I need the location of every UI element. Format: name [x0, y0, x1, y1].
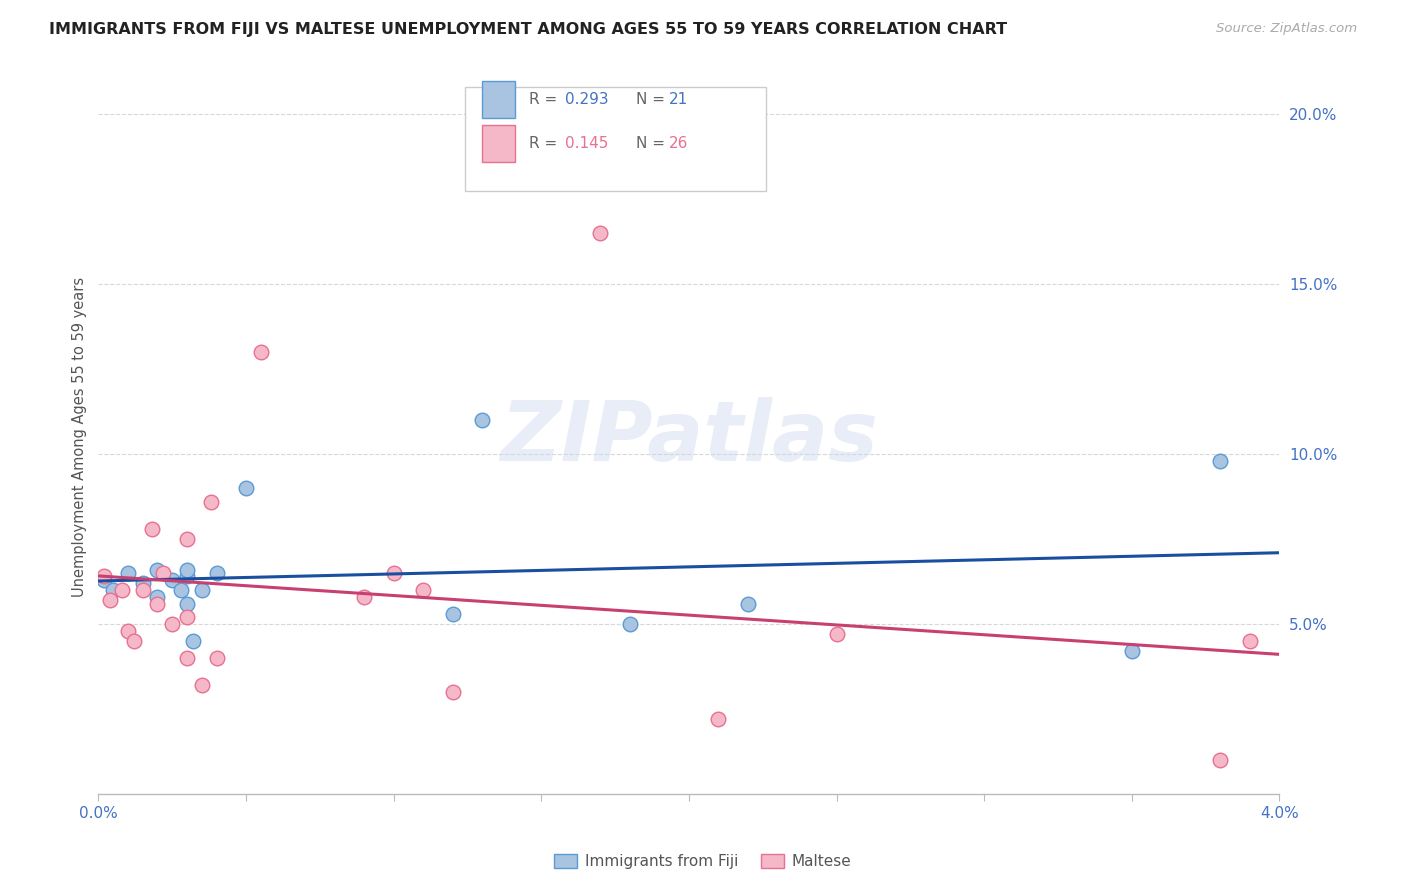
Point — [1239, 634, 1261, 648]
Y-axis label: Unemployment Among Ages 55 to 59 years: Unemployment Among Ages 55 to 59 years — [72, 277, 87, 597]
Point — [825, 627, 848, 641]
FancyBboxPatch shape — [482, 125, 516, 162]
FancyBboxPatch shape — [464, 87, 766, 191]
Text: N =: N = — [636, 92, 669, 107]
Point — [146, 563, 169, 577]
Point — [176, 569, 198, 583]
Point — [162, 573, 183, 587]
Text: 26: 26 — [669, 136, 689, 152]
Point — [1121, 644, 1143, 658]
Point — [132, 582, 155, 597]
Point — [162, 617, 183, 632]
Point — [382, 566, 405, 580]
Point — [737, 597, 759, 611]
Point — [191, 678, 214, 692]
Point — [176, 532, 198, 546]
Point — [176, 651, 198, 665]
Text: R =: R = — [530, 136, 562, 152]
Text: 0.145: 0.145 — [565, 136, 609, 152]
Point — [1209, 454, 1232, 468]
Point — [98, 593, 121, 607]
Point — [1209, 753, 1232, 767]
FancyBboxPatch shape — [482, 81, 516, 118]
Point — [93, 569, 115, 583]
Point — [205, 566, 228, 580]
Point — [412, 582, 434, 597]
Point — [619, 617, 641, 632]
Text: ZIPatlas: ZIPatlas — [501, 397, 877, 477]
Point — [170, 582, 193, 597]
Point — [235, 481, 257, 495]
Point — [191, 582, 214, 597]
Point — [93, 573, 115, 587]
Point — [146, 597, 169, 611]
Point — [103, 582, 125, 597]
Point — [141, 522, 163, 536]
Point — [471, 413, 494, 427]
Legend: Immigrants from Fiji, Maltese: Immigrants from Fiji, Maltese — [548, 848, 858, 875]
Point — [132, 576, 155, 591]
Point — [441, 607, 464, 621]
Point — [117, 566, 139, 580]
Point — [250, 345, 273, 359]
Point — [152, 566, 174, 580]
Point — [146, 590, 169, 604]
Text: IMMIGRANTS FROM FIJI VS MALTESE UNEMPLOYMENT AMONG AGES 55 TO 59 YEARS CORRELATI: IMMIGRANTS FROM FIJI VS MALTESE UNEMPLOY… — [49, 22, 1007, 37]
Point — [205, 651, 228, 665]
Point — [117, 624, 139, 638]
Text: Source: ZipAtlas.com: Source: ZipAtlas.com — [1216, 22, 1357, 36]
Point — [176, 563, 198, 577]
Text: R =: R = — [530, 92, 562, 107]
Text: 21: 21 — [669, 92, 688, 107]
Point — [200, 494, 222, 508]
Text: N =: N = — [636, 136, 669, 152]
Text: 0.293: 0.293 — [565, 92, 609, 107]
Point — [353, 590, 375, 604]
Point — [176, 610, 198, 624]
Point — [181, 634, 204, 648]
Point — [441, 685, 464, 699]
Point — [707, 712, 730, 726]
Point — [111, 582, 134, 597]
Point — [589, 226, 612, 240]
Point — [122, 634, 145, 648]
Point — [176, 597, 198, 611]
